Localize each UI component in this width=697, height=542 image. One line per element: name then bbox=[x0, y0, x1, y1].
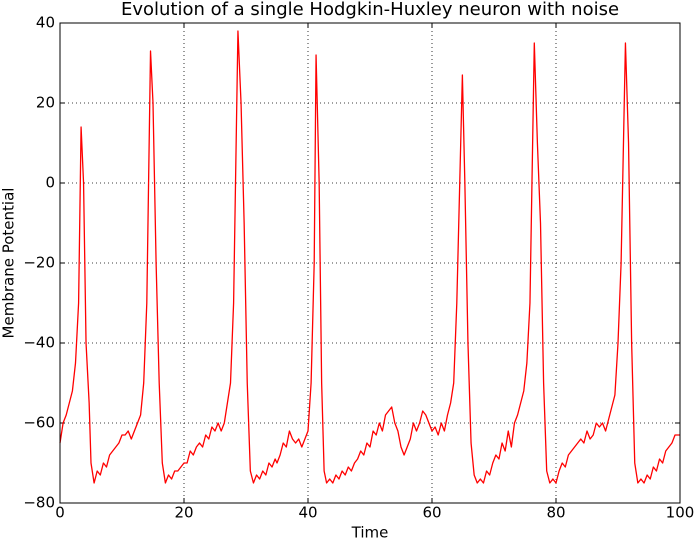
x-tick-label: 0 bbox=[55, 504, 65, 522]
y-tick-label: −20 bbox=[23, 254, 55, 272]
x-tick-label: 100 bbox=[666, 504, 695, 522]
x-tick-label: 20 bbox=[174, 504, 193, 522]
y-tick-label: −80 bbox=[23, 494, 55, 512]
line-series bbox=[59, 30, 680, 484]
y-tick-label: −60 bbox=[23, 414, 55, 432]
y-tick-label: −40 bbox=[23, 334, 55, 352]
x-axis-label: Time bbox=[351, 524, 389, 542]
y-tick-label: 0 bbox=[45, 174, 55, 192]
x-tick-label: 40 bbox=[298, 504, 317, 522]
plot-frame bbox=[59, 22, 681, 504]
y-tick-label: 40 bbox=[36, 14, 55, 32]
y-tick-label: 20 bbox=[36, 94, 55, 112]
y-axis-label: Membrane Potential bbox=[0, 188, 18, 339]
chart-title: Evolution of a single Hodgkin-Huxley neu… bbox=[121, 0, 619, 20]
x-tick-label: 80 bbox=[546, 504, 565, 522]
x-tick-label: 60 bbox=[422, 504, 441, 522]
